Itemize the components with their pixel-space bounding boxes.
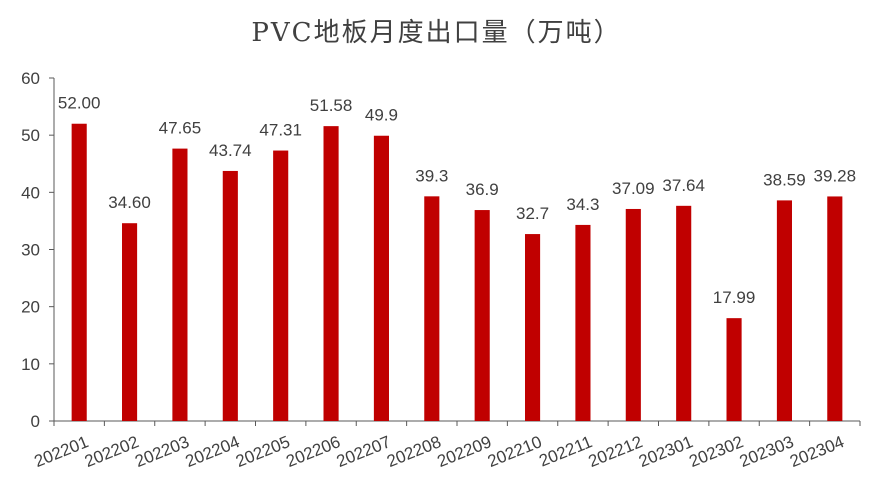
data-label: 36.9 bbox=[466, 180, 499, 199]
x-tick-label: 202206 bbox=[283, 432, 343, 471]
x-tick-label: 202303 bbox=[737, 432, 797, 471]
bar bbox=[726, 318, 742, 421]
x-axis: 2022012022022022032022042022052022062022… bbox=[31, 420, 861, 471]
y-tick-label: 50 bbox=[21, 126, 40, 145]
data-label: 39.3 bbox=[415, 166, 448, 185]
bar bbox=[172, 148, 188, 421]
y-tick-label: 10 bbox=[21, 355, 40, 374]
data-label: 38.59 bbox=[763, 170, 806, 189]
x-tick-label: 202212 bbox=[586, 432, 646, 471]
data-label: 49.9 bbox=[365, 106, 398, 125]
x-tick-label: 202208 bbox=[384, 432, 444, 471]
data-label: 32.7 bbox=[516, 204, 549, 223]
x-tick-label: 202210 bbox=[485, 432, 545, 471]
x-tick-label: 202204 bbox=[183, 432, 243, 471]
bar bbox=[625, 208, 641, 421]
data-label: 43.74 bbox=[209, 141, 252, 160]
data-label: 52.00 bbox=[58, 94, 101, 113]
bar bbox=[525, 234, 541, 421]
bar bbox=[373, 135, 389, 421]
y-tick-label: 20 bbox=[21, 298, 40, 317]
value-labels: 52.00 34.60 47.65 43.74 47.31 51.58 49.9 39.3 36… bbox=[58, 94, 856, 307]
bar bbox=[424, 196, 440, 421]
data-label: 34.60 bbox=[108, 193, 151, 212]
x-tick-label: 202301 bbox=[636, 432, 696, 471]
data-label: 37.09 bbox=[612, 179, 655, 198]
x-tick-label: 202201 bbox=[31, 432, 91, 471]
y-tick-label: 60 bbox=[21, 69, 40, 88]
chart-title: PVC地板月度出口量（万吨） bbox=[251, 18, 622, 48]
x-tick-label: 202205 bbox=[233, 432, 293, 471]
bar bbox=[827, 196, 843, 421]
x-tick-label: 202203 bbox=[132, 432, 192, 471]
bar bbox=[575, 224, 591, 421]
bar bbox=[122, 223, 138, 421]
x-tick-label: 202302 bbox=[686, 432, 746, 471]
data-label: 47.31 bbox=[259, 121, 302, 140]
data-label: 37.64 bbox=[662, 176, 705, 195]
x-tick-label: 202209 bbox=[434, 432, 494, 471]
y-axis: 0 10 20 30 40 50 60 bbox=[21, 69, 55, 431]
bar bbox=[222, 170, 238, 421]
data-label: 34.3 bbox=[566, 195, 599, 214]
y-tick-label: 0 bbox=[31, 412, 40, 431]
data-label: 47.65 bbox=[159, 119, 202, 138]
bar bbox=[676, 205, 692, 421]
data-label: 51.58 bbox=[310, 96, 353, 115]
x-tick-label: 202207 bbox=[334, 432, 394, 471]
bar bbox=[776, 200, 792, 421]
y-tick-label: 40 bbox=[21, 183, 40, 202]
bar bbox=[474, 210, 490, 421]
x-tick-label: 202211 bbox=[536, 432, 595, 470]
bar bbox=[273, 150, 289, 421]
bar bbox=[71, 123, 87, 421]
bars bbox=[71, 123, 843, 421]
bar bbox=[323, 126, 339, 421]
y-tick-label: 30 bbox=[21, 241, 40, 260]
data-label: 17.99 bbox=[713, 288, 756, 307]
x-tick-label: 202202 bbox=[82, 432, 142, 471]
data-label: 39.28 bbox=[814, 166, 857, 185]
x-tick-label: 202304 bbox=[787, 432, 847, 471]
